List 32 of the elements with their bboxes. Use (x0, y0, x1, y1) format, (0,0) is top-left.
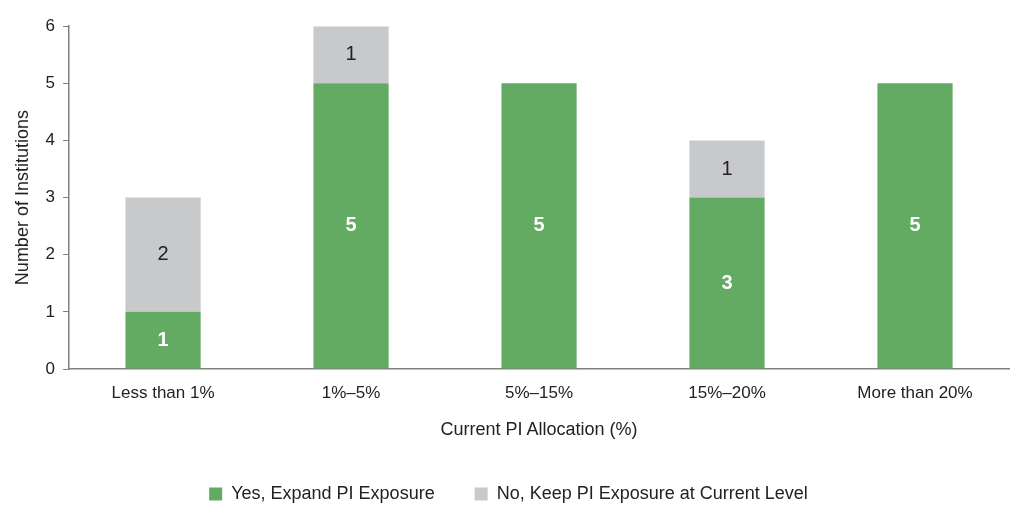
data-label: 1 (157, 327, 169, 350)
y-tick-label: 1 (45, 301, 56, 321)
y-tick-label: 2 (45, 244, 56, 264)
x-tick-label: 15%–20% (688, 382, 766, 402)
y-tick-label: 4 (45, 130, 56, 150)
x-tick-label: Less than 1% (111, 382, 215, 402)
y-axis-title: Number of Institutions (11, 110, 32, 286)
x-tick-label: 5%–15% (505, 382, 574, 402)
y-tick-label: 6 (45, 15, 56, 35)
y-tick-label: 0 (45, 358, 56, 378)
data-label: 1 (345, 42, 357, 65)
legend-label: No, Keep PI Exposure at Current Level (496, 482, 808, 503)
data-label: 5 (533, 213, 545, 236)
bar (313, 83, 389, 369)
x-tick-label: More than 20% (857, 382, 973, 402)
data-label: 5 (345, 213, 357, 236)
data-label: 1 (721, 156, 733, 179)
x-tick-label: 1%–5% (321, 382, 381, 402)
bar (125, 311, 201, 369)
bar (689, 197, 765, 369)
bar (125, 197, 201, 312)
y-tick-label: 3 (45, 187, 56, 207)
legend-label: Yes, Expand PI Exposure (231, 482, 435, 503)
y-tick-label: 5 (45, 73, 56, 93)
bar (689, 140, 765, 198)
data-label: 5 (909, 213, 921, 236)
bar (313, 26, 389, 84)
data-label: 3 (721, 270, 733, 293)
bar (501, 83, 577, 369)
x-axis-title: Current PI Allocation (%) (440, 419, 638, 440)
bar (877, 83, 953, 369)
data-label: 2 (157, 242, 169, 265)
